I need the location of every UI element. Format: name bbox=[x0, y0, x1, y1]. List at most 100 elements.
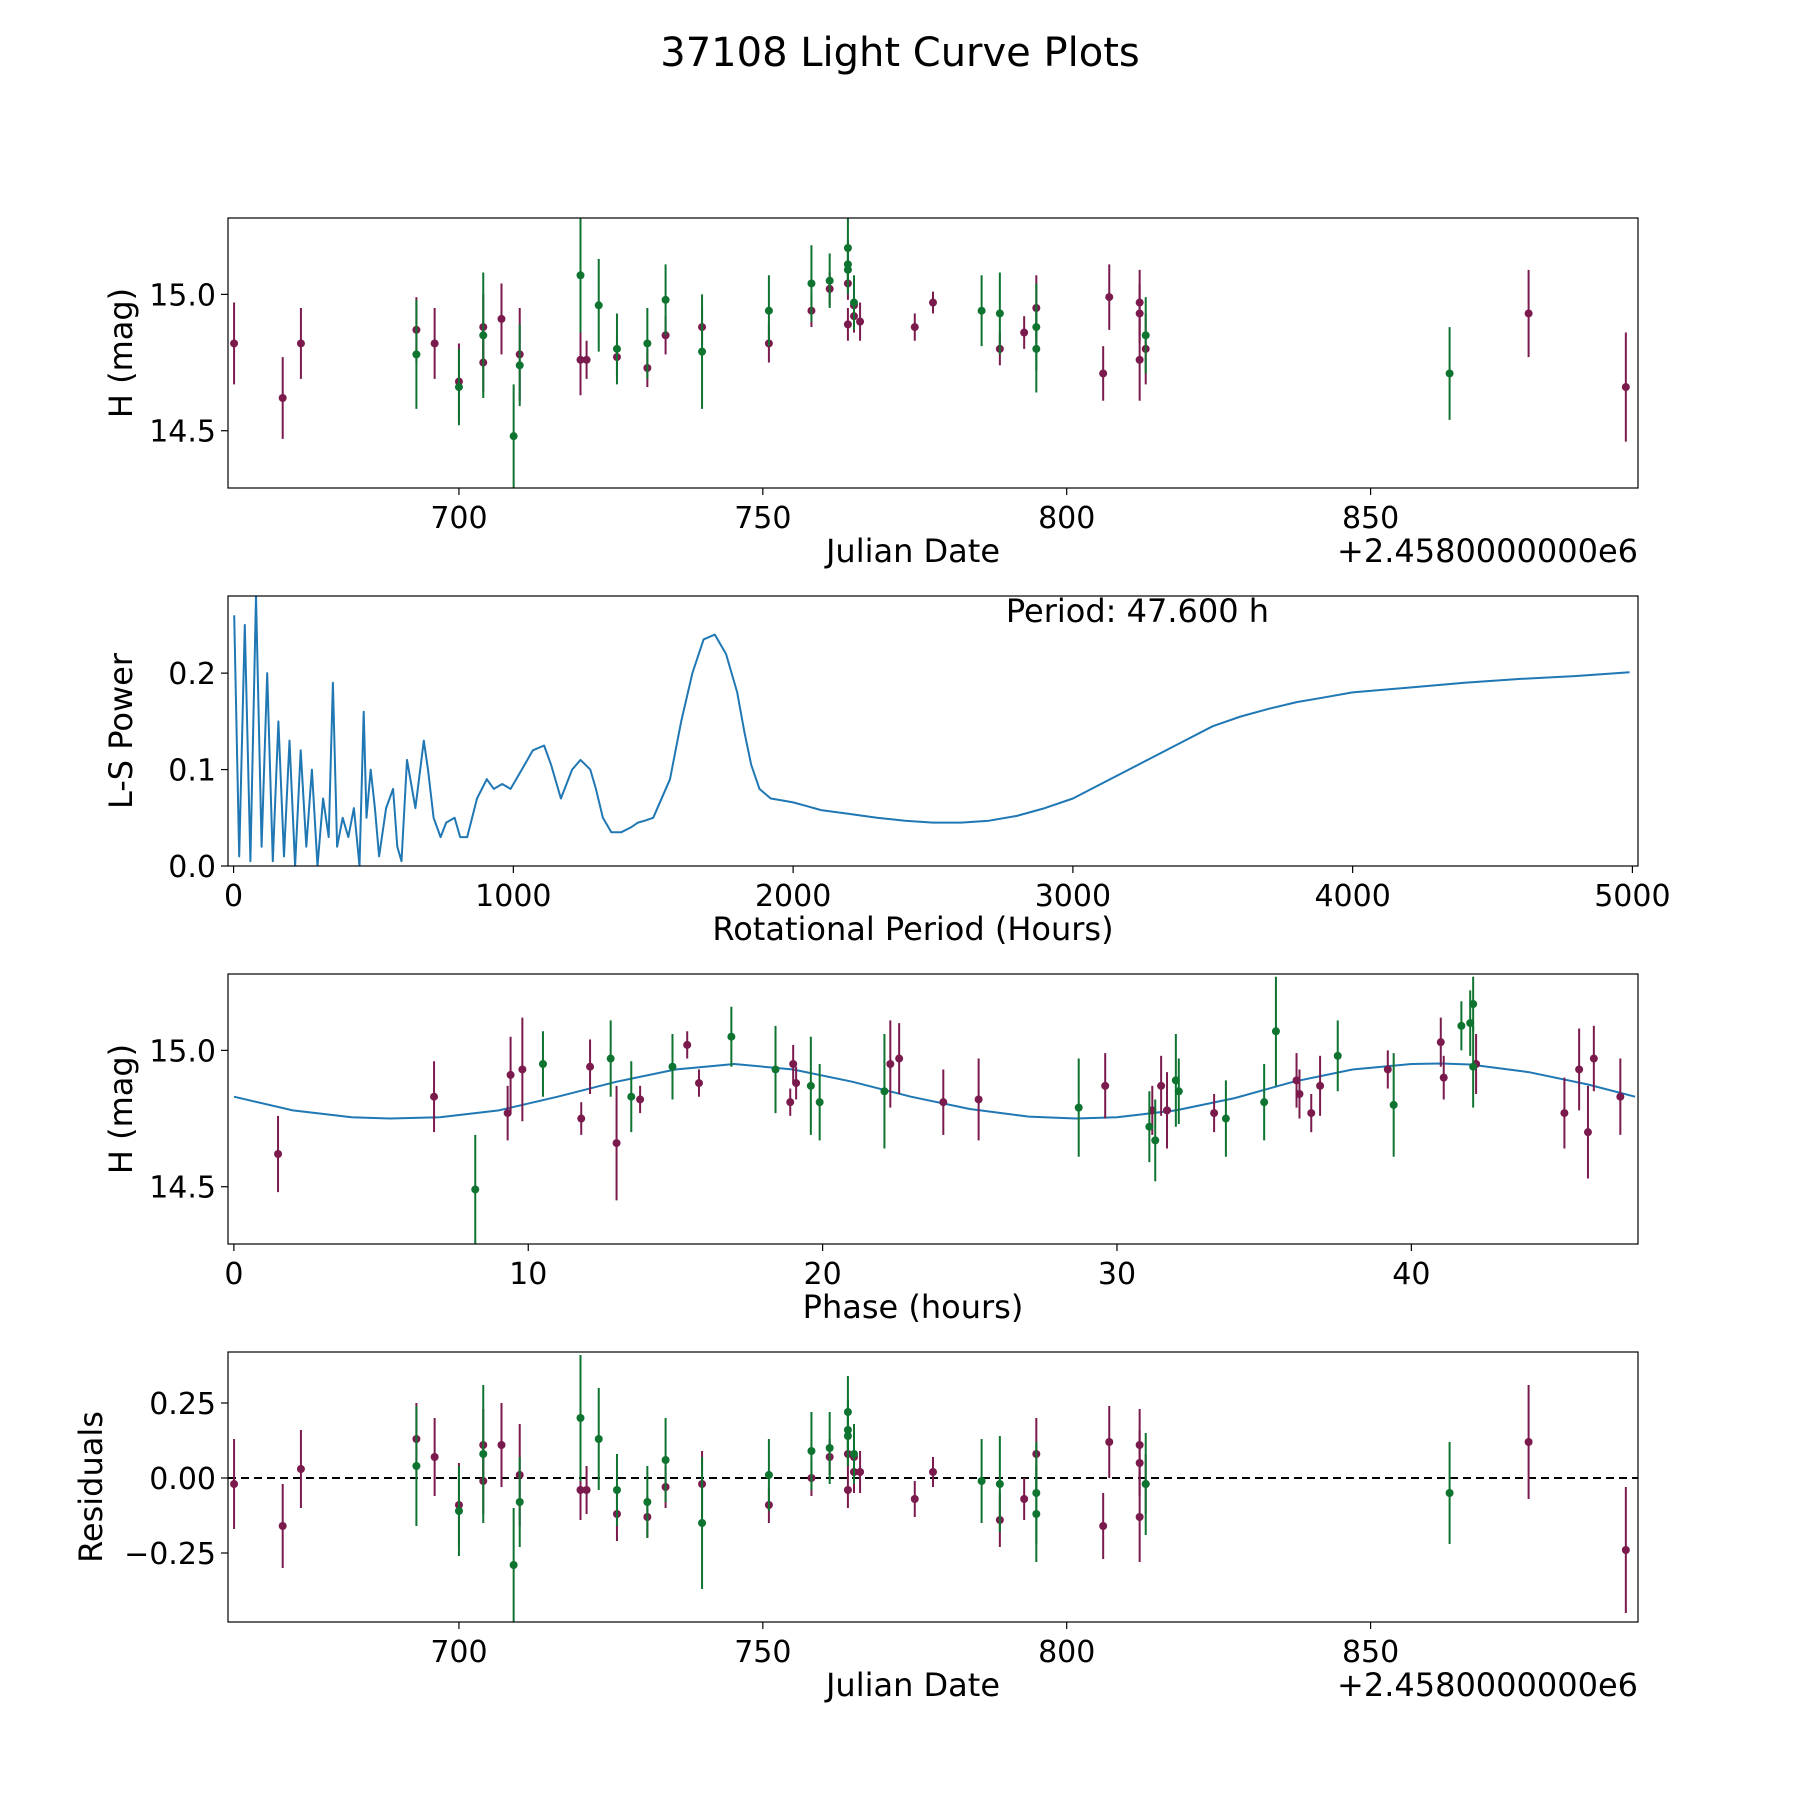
data-point bbox=[661, 1418, 670, 1502]
point-marker bbox=[939, 1098, 948, 1107]
point-marker bbox=[577, 1114, 586, 1123]
y-axis-label: H (mag) bbox=[102, 288, 140, 418]
data-point bbox=[1389, 1053, 1398, 1157]
data-point bbox=[995, 1436, 1004, 1532]
point-marker bbox=[727, 1032, 736, 1041]
point-marker bbox=[1210, 1109, 1219, 1118]
data-point bbox=[698, 1457, 707, 1589]
data-point bbox=[939, 1069, 948, 1135]
point-marker bbox=[278, 1522, 287, 1530]
data-point bbox=[230, 302, 239, 385]
lightcurve-axes-frame bbox=[227, 217, 1639, 489]
y-tick-label: 0.0 bbox=[168, 850, 216, 885]
point-marker bbox=[1157, 1081, 1166, 1090]
data-point bbox=[1074, 1058, 1083, 1157]
data-point bbox=[1589, 1025, 1598, 1092]
x-tick-label: 20 bbox=[804, 1257, 842, 1292]
point-marker bbox=[430, 339, 439, 348]
x-axis-label: Julian Date bbox=[824, 532, 1000, 570]
panels: 700 750 800 850 14.5 15.0 Julian Date +2.458000… bbox=[72, 217, 1671, 1704]
data-point bbox=[977, 275, 986, 347]
data-point bbox=[612, 1454, 621, 1526]
data-point bbox=[1439, 1055, 1448, 1100]
data-point bbox=[807, 245, 816, 322]
point-marker bbox=[849, 1450, 858, 1458]
data-point bbox=[274, 1115, 283, 1193]
phased-axes-frame bbox=[227, 973, 1639, 1245]
series-filter-a bbox=[274, 1017, 1625, 1201]
data-point bbox=[694, 1069, 703, 1097]
data-point bbox=[1457, 1001, 1466, 1051]
data-point bbox=[612, 313, 621, 385]
point-marker bbox=[1151, 1136, 1160, 1145]
point-marker bbox=[929, 1468, 937, 1476]
data-point bbox=[661, 264, 670, 336]
point-marker bbox=[412, 1462, 421, 1470]
point-marker bbox=[1457, 1021, 1466, 1030]
data-point bbox=[815, 1064, 824, 1141]
point-marker bbox=[1032, 344, 1041, 353]
data-point bbox=[1383, 1050, 1392, 1089]
data-point bbox=[627, 1061, 636, 1133]
data-point bbox=[1445, 327, 1454, 420]
point-marker bbox=[1135, 1459, 1144, 1467]
data-point bbox=[1099, 346, 1108, 401]
point-marker bbox=[698, 347, 707, 356]
point-marker bbox=[506, 1070, 515, 1079]
point-marker bbox=[1575, 1065, 1584, 1074]
series-filter-b bbox=[412, 218, 1454, 488]
data-point bbox=[518, 1017, 527, 1122]
data-point bbox=[1524, 269, 1533, 358]
data-point bbox=[807, 1412, 816, 1490]
data-point bbox=[509, 384, 518, 488]
data-point bbox=[1583, 1085, 1592, 1179]
y-tick-label: 0.00 bbox=[149, 1462, 216, 1497]
data-point bbox=[430, 1418, 439, 1496]
data-point bbox=[1145, 1091, 1154, 1163]
point-marker bbox=[479, 331, 488, 340]
point-marker bbox=[296, 1465, 305, 1473]
data-point bbox=[506, 1036, 515, 1114]
data-point bbox=[683, 1031, 692, 1059]
data-point bbox=[843, 308, 852, 341]
point-marker bbox=[843, 1432, 852, 1440]
lightcurve-plot-area bbox=[230, 218, 1630, 488]
data-point bbox=[1099, 1493, 1108, 1559]
data-point bbox=[1163, 1072, 1172, 1149]
data-point bbox=[515, 1457, 524, 1547]
data-point bbox=[594, 258, 603, 352]
data-point bbox=[843, 245, 852, 295]
data-point bbox=[1020, 316, 1029, 349]
point-marker bbox=[843, 320, 852, 329]
data-point bbox=[1469, 976, 1478, 1032]
data-point bbox=[430, 308, 439, 379]
x-tick-label: 750 bbox=[734, 1635, 791, 1670]
point-marker bbox=[612, 1139, 621, 1148]
data-point bbox=[582, 340, 591, 379]
point-marker bbox=[1524, 309, 1533, 318]
point-marker bbox=[1560, 1109, 1569, 1118]
y-tick-label: 14.5 bbox=[149, 1171, 216, 1206]
point-marker bbox=[509, 432, 518, 441]
x-axis-label: Phase (hours) bbox=[803, 1288, 1024, 1326]
x-tick-label: 0 bbox=[224, 879, 243, 914]
point-marker bbox=[1221, 1114, 1230, 1123]
point-marker bbox=[771, 1065, 780, 1074]
point-marker bbox=[643, 339, 652, 348]
point-marker bbox=[1135, 355, 1144, 364]
data-point bbox=[1105, 1406, 1114, 1478]
x-axis-offset-label: +2.4580000000e6 bbox=[1337, 532, 1638, 570]
residuals-panel: 700 750 800 850 0.25 0.00 −0.25 Julian Date +2.4… bbox=[72, 1351, 1639, 1704]
point-marker bbox=[627, 1092, 636, 1101]
data-point bbox=[576, 324, 585, 396]
point-marker bbox=[518, 1065, 527, 1074]
periodogram-axes-frame bbox=[227, 595, 1639, 867]
point-marker bbox=[786, 1098, 795, 1107]
point-marker bbox=[1020, 1495, 1029, 1503]
point-marker bbox=[1099, 369, 1108, 378]
x-tick-label: 800 bbox=[1038, 1635, 1095, 1670]
x-axis-label: Julian Date bbox=[824, 1666, 1000, 1704]
point-marker bbox=[995, 309, 1004, 318]
point-marker bbox=[1020, 328, 1029, 337]
point-marker bbox=[430, 1453, 439, 1461]
